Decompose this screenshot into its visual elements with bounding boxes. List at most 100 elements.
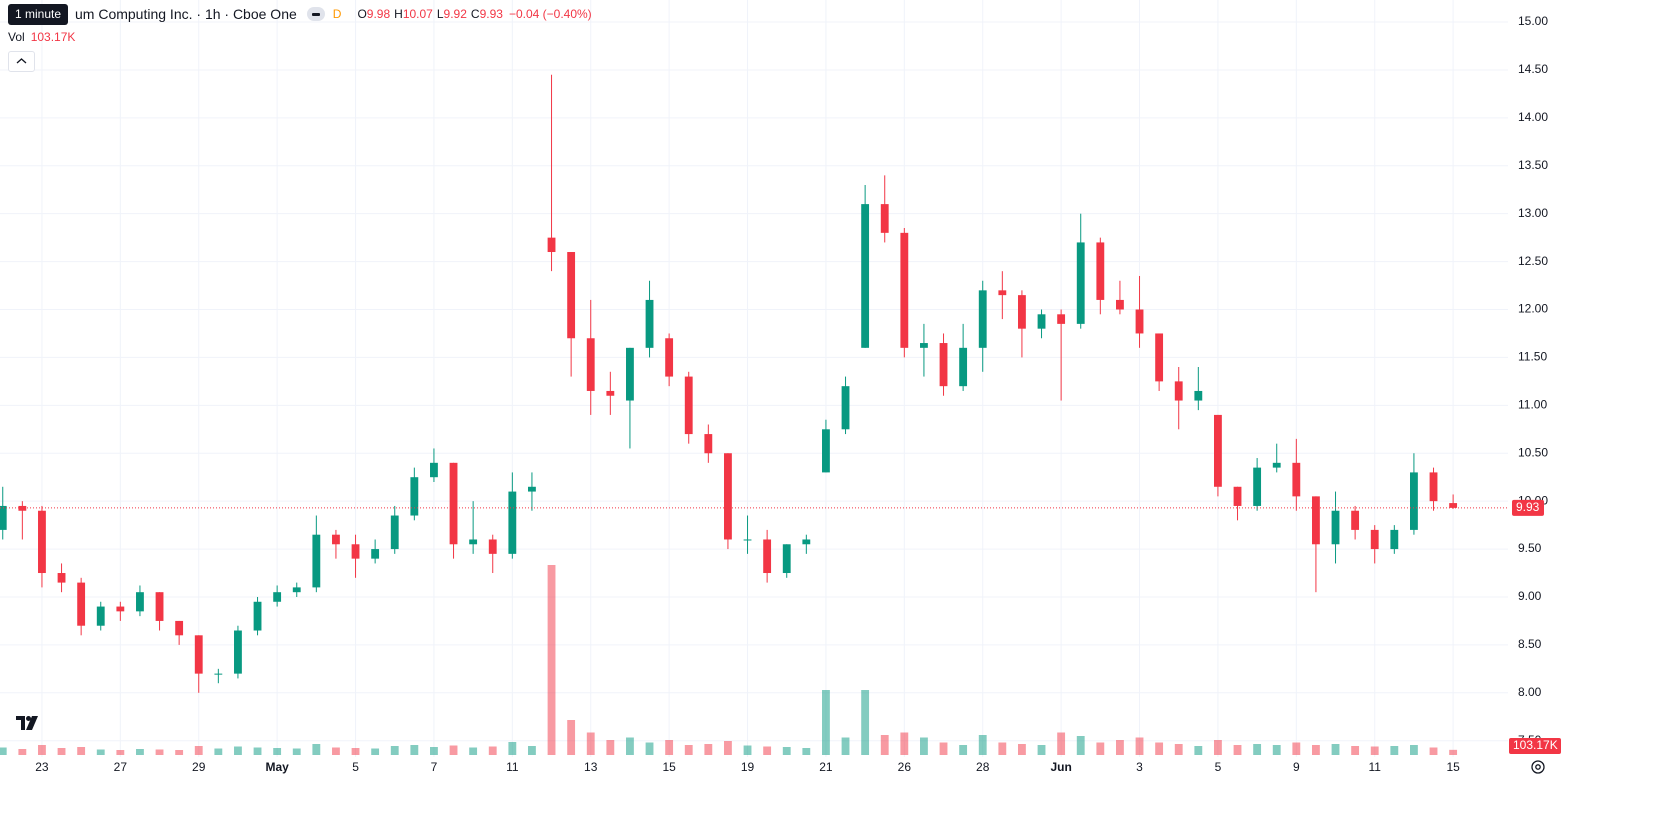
volume-bar xyxy=(1116,740,1124,755)
volume-bar xyxy=(1253,744,1262,755)
y-tick-label: 11.50 xyxy=(1518,350,1547,364)
volume-bar xyxy=(508,742,517,755)
volume-bar xyxy=(802,748,811,755)
candle-body xyxy=(410,477,419,516)
x-tick-label: 5 xyxy=(352,760,359,774)
volume-bar xyxy=(665,740,674,755)
volume-bar xyxy=(1390,746,1399,755)
candle-body xyxy=(38,510,46,574)
volume-bar xyxy=(1135,737,1144,755)
candle-body xyxy=(959,347,968,387)
x-tick-label: 26 xyxy=(898,760,912,774)
x-tick-label: 27 xyxy=(114,760,128,774)
volume-bar xyxy=(567,720,576,755)
candle-body xyxy=(567,252,576,339)
candle-body xyxy=(0,505,7,530)
volume-bar xyxy=(939,742,948,755)
legend-key: C xyxy=(470,7,480,21)
candle-body xyxy=(978,290,987,348)
collapse-button[interactable] xyxy=(8,51,35,72)
legend-value: 10.07 xyxy=(402,7,433,21)
candle-body xyxy=(841,386,850,430)
candle-body xyxy=(1135,309,1144,334)
candle-body xyxy=(1155,333,1164,382)
volume-bar xyxy=(488,746,497,755)
settings-icon[interactable] xyxy=(1531,760,1545,774)
candle-body xyxy=(136,592,144,612)
volume-bar xyxy=(822,690,830,755)
candle-body xyxy=(528,486,536,492)
candle-body xyxy=(684,376,693,435)
y-tick-label: 13.00 xyxy=(1518,206,1548,220)
candle-body xyxy=(1253,467,1262,506)
volume-bar xyxy=(332,747,340,755)
candle-body xyxy=(96,606,105,626)
volume-bar xyxy=(273,748,282,755)
data-badge[interactable]: D xyxy=(332,7,342,21)
volume-name: Vol xyxy=(8,30,25,44)
y-tick-label: 13.50 xyxy=(1518,158,1548,172)
x-tick-label: 29 xyxy=(192,760,206,774)
volume-bar xyxy=(724,741,732,755)
volume-bar xyxy=(390,746,399,755)
chevron-path xyxy=(16,58,27,64)
y-tick-label: 9.50 xyxy=(1518,541,1542,555)
y-tick-label: 8.00 xyxy=(1518,685,1542,699)
candle-body xyxy=(1292,462,1301,497)
x-tick-label: 11 xyxy=(1368,760,1381,774)
volume-bar xyxy=(410,745,419,755)
candle-body xyxy=(1194,390,1203,401)
x-tick-label: Jun xyxy=(1050,760,1071,774)
x-tick-label: 21 xyxy=(819,760,833,774)
x-tick-label: 15 xyxy=(1446,760,1460,774)
legend-value: 9.93 xyxy=(479,7,503,21)
grid xyxy=(0,0,1508,757)
candle-body xyxy=(1351,510,1360,530)
volume-bar xyxy=(449,745,458,755)
volume-bar xyxy=(998,742,1007,755)
y-tick-label: 11.00 xyxy=(1518,398,1547,412)
legend-change: −0.04 (−0.40%) xyxy=(508,7,592,21)
last-price-box xyxy=(1512,499,1544,516)
candle-body xyxy=(626,347,634,401)
candle-body xyxy=(1018,295,1026,329)
legend-key: H xyxy=(394,7,403,21)
symbol-title[interactable]: um Computing Inc. · 1h · Cboe One xyxy=(75,6,297,22)
volume-bar xyxy=(959,745,968,755)
volume-bar xyxy=(0,747,7,755)
candle-body xyxy=(743,539,752,541)
volume-bar xyxy=(880,735,889,755)
volume-bar xyxy=(1037,745,1046,755)
volume-bar xyxy=(684,745,693,755)
candle-body xyxy=(606,390,615,396)
last-price-label: 9.93 xyxy=(1516,500,1540,514)
x-tick-label: 13 xyxy=(584,760,598,774)
volume-axis-label: 103.17K xyxy=(1513,738,1558,752)
candle-body xyxy=(763,539,772,574)
x-tick-label: 28 xyxy=(976,760,990,774)
candle-body xyxy=(1174,381,1183,401)
volume-bar xyxy=(1449,749,1458,755)
candle-body xyxy=(18,505,27,511)
volume-bar xyxy=(136,749,144,755)
volume-bar xyxy=(18,749,27,755)
volume-bar xyxy=(469,747,478,755)
volume-bar xyxy=(116,750,125,755)
volume-bar xyxy=(1018,744,1026,755)
candle-body xyxy=(1116,299,1124,310)
candle-body xyxy=(861,204,870,348)
volume-bar xyxy=(430,747,438,755)
candle-body xyxy=(782,544,791,574)
volume-bar xyxy=(1214,740,1222,755)
x-tick-label: 7 xyxy=(431,760,438,774)
candle-body xyxy=(920,343,928,348)
volume-value: 103.17K xyxy=(30,30,76,44)
candle-body xyxy=(292,587,301,593)
candle-body xyxy=(488,539,497,554)
candle-body xyxy=(175,620,184,636)
x-tick-label: 3 xyxy=(1136,760,1143,774)
pill-button[interactable] xyxy=(306,7,325,21)
y-tick-label: 8.50 xyxy=(1518,637,1542,651)
volume-bar xyxy=(1076,736,1085,755)
volume-bar xyxy=(371,748,380,755)
